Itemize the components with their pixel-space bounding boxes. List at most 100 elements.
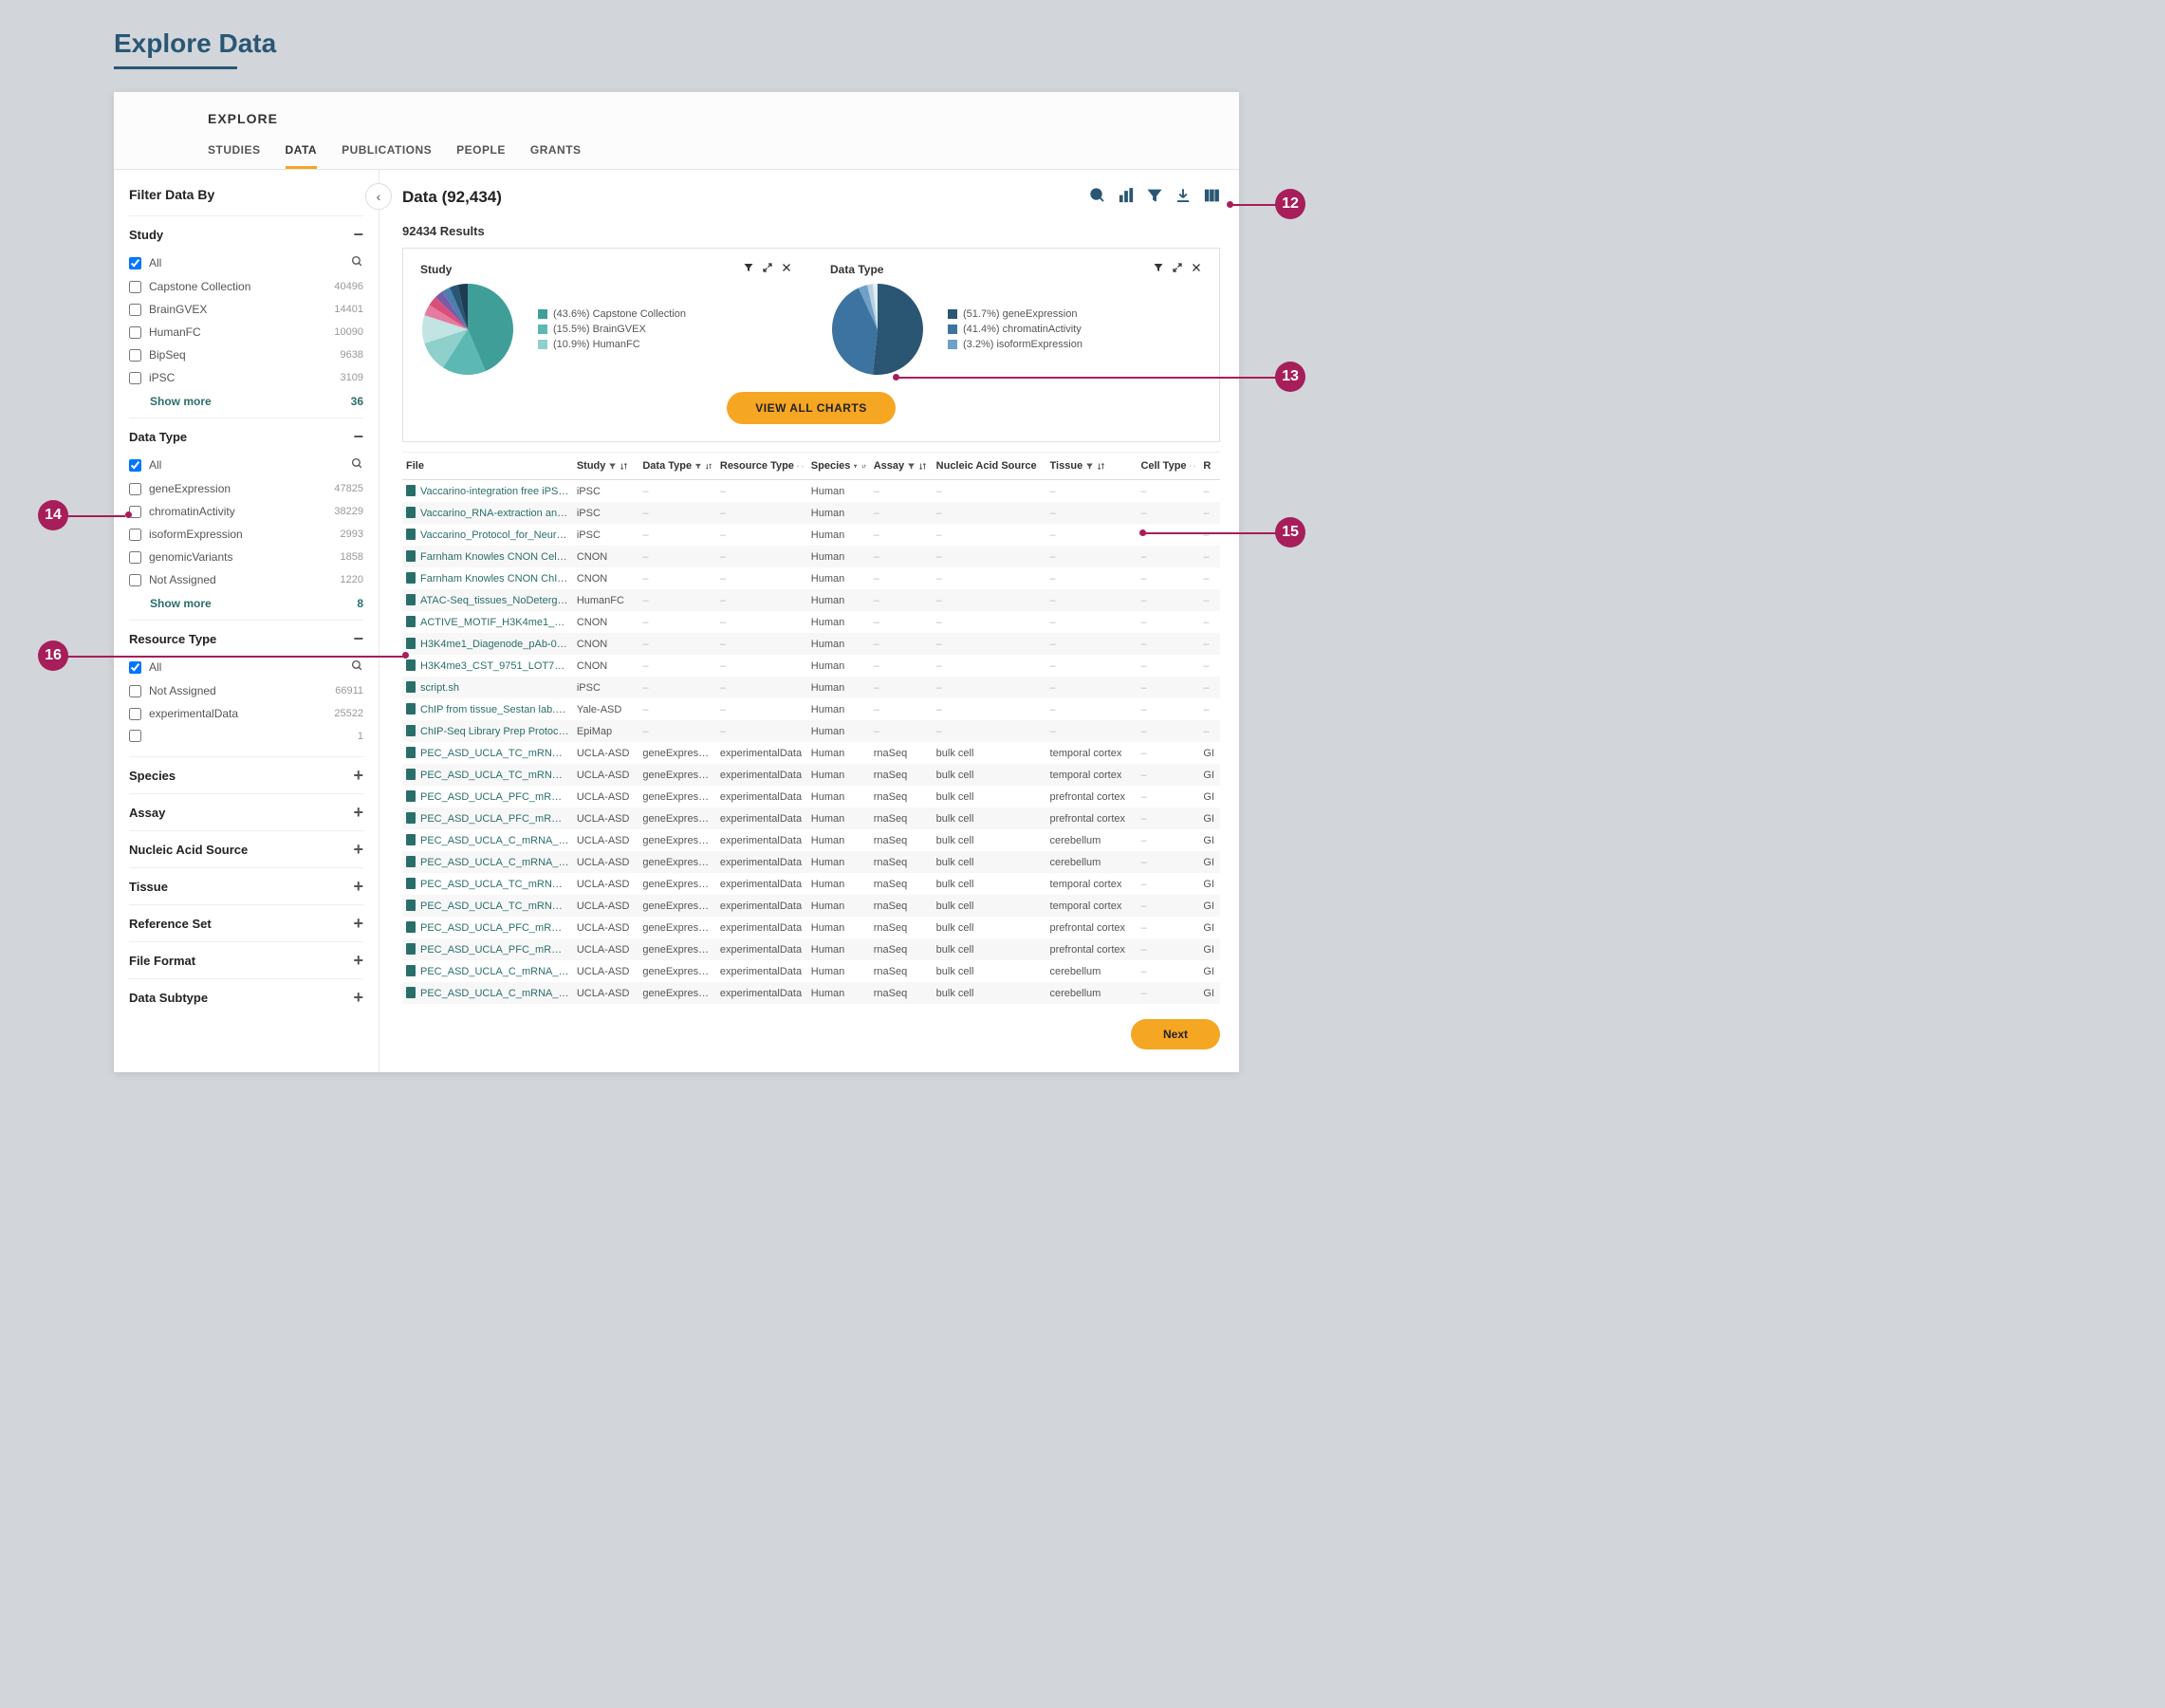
facet-item[interactable]: BipSeq9638 — [129, 343, 363, 366]
facet-item[interactable]: chromatinActivity38229 — [129, 500, 363, 523]
column-header[interactable]: Cell Type — [1137, 453, 1199, 480]
facet-checkbox[interactable] — [129, 281, 141, 293]
filter-icon[interactable] — [1146, 187, 1163, 207]
facet-search-icon[interactable] — [351, 659, 363, 675]
facet-item[interactable]: iPSC3109 — [129, 366, 363, 389]
show-more-link[interactable]: Show more8 — [129, 591, 363, 610]
download-icon[interactable] — [1175, 187, 1192, 207]
file-cell[interactable]: Vaccarino_Protocol_for_Neural_Di... — [402, 524, 573, 546]
facet-checkbox[interactable] — [129, 685, 141, 697]
facet-item[interactable]: experimentalData25522 — [129, 702, 363, 725]
table-row[interactable]: H3K4me1_Diagenode_pAb-037-5...CNON––Huma… — [402, 633, 1220, 655]
column-header[interactable]: Tissue — [1046, 453, 1138, 480]
file-cell[interactable]: H3K4me1_Diagenode_pAb-037-5... — [402, 633, 573, 655]
facet-header[interactable]: Data Subtype+ — [129, 989, 363, 1006]
file-cell[interactable]: PEC_ASD_UCLA_PFC_mRNA_HiSe... — [402, 938, 573, 960]
facet-checkbox[interactable] — [129, 574, 141, 586]
chart-filter-icon[interactable] — [743, 262, 754, 276]
facet-item[interactable]: HumanFC10090 — [129, 321, 363, 343]
table-row[interactable]: Vaccarino-integration free iPSC pr...iPS… — [402, 480, 1220, 503]
table-row[interactable]: ChIP-Seq Library Prep Protocol_Ak...EpiM… — [402, 720, 1220, 742]
chart-expand-icon[interactable] — [1172, 262, 1183, 276]
file-cell[interactable]: Vaccarino-integration free iPSC pr... — [402, 480, 573, 503]
file-cell[interactable]: PEC_ASD_UCLA_C_mRNA_HiSeq2... — [402, 960, 573, 982]
chart-close-icon[interactable] — [1191, 262, 1202, 276]
table-row[interactable]: Farnham Knowles CNON ChIP-seq...CNON––Hu… — [402, 567, 1220, 589]
table-row[interactable]: ACTIVE_MOTIF_H3K4me1_39297...CNON––Human… — [402, 611, 1220, 633]
tab-data[interactable]: DATA — [286, 143, 318, 169]
table-row[interactable]: PEC_ASD_UCLA_PFC_mRNA_HiSe...UCLA-ASDgen… — [402, 786, 1220, 808]
table-row[interactable]: PEC_ASD_UCLA_C_mRNA_HiSeq2...UCLA-ASDgen… — [402, 982, 1220, 1004]
table-row[interactable]: PEC_ASD_UCLA_PFC_mRNA_HiSe...UCLA-ASDgen… — [402, 808, 1220, 829]
tab-people[interactable]: PEOPLE — [456, 143, 506, 169]
table-row[interactable]: PEC_ASD_UCLA_C_mRNA_HiSeq2...UCLA-ASDgen… — [402, 829, 1220, 851]
table-row[interactable]: H3K4me3_CST_9751_LOT7_Psych...CNON––Huma… — [402, 655, 1220, 677]
facet-header[interactable]: Tissue+ — [129, 878, 363, 895]
facet-item[interactable]: geneExpression47825 — [129, 477, 363, 500]
facet-header[interactable]: File Format+ — [129, 952, 363, 969]
column-header[interactable]: Study — [573, 453, 639, 480]
column-header[interactable]: File — [402, 453, 573, 480]
chart-icon[interactable] — [1118, 187, 1135, 207]
file-cell[interactable]: PEC_ASD_UCLA_TC_mRNA_HiSeq... — [402, 873, 573, 895]
table-row[interactable]: PEC_ASD_UCLA_TC_mRNA_HiSeq...UCLA-ASDgen… — [402, 764, 1220, 786]
tab-studies[interactable]: STUDIES — [208, 143, 261, 169]
view-all-charts-button[interactable]: VIEW ALL CHARTS — [727, 392, 896, 424]
file-cell[interactable]: PEC_ASD_UCLA_C_mRNA_HiSeq2... — [402, 829, 573, 851]
facet-header[interactable]: Reference Set+ — [129, 915, 363, 932]
chart-close-icon[interactable] — [781, 262, 792, 276]
chart-expand-icon[interactable] — [762, 262, 773, 276]
facet-item[interactable]: BrainGVEX14401 — [129, 298, 363, 321]
file-cell[interactable]: ACTIVE_MOTIF_H3K4me1_39297... — [402, 611, 573, 633]
table-row[interactable]: PEC_ASD_UCLA_PFC_mRNA_HiSe...UCLA-ASDgen… — [402, 917, 1220, 938]
table-row[interactable]: ATAC-Seq_tissues_NoDetergent_C...HumanFC… — [402, 589, 1220, 611]
file-cell[interactable]: ChIP from tissue_Sestan lab.pdf — [402, 698, 573, 720]
facet-checkbox[interactable] — [129, 730, 141, 742]
facet-item[interactable]: 1 — [129, 725, 363, 747]
table-row[interactable]: PEC_ASD_UCLA_C_mRNA_HiSeq2...UCLA-ASDgen… — [402, 960, 1220, 982]
facet-header[interactable]: Nucleic Acid Source+ — [129, 841, 363, 858]
facet-search-icon[interactable] — [351, 255, 363, 270]
facet-header[interactable]: Data Type− — [129, 428, 363, 445]
facet-checkbox[interactable] — [129, 551, 141, 564]
table-row[interactable]: PEC_ASD_UCLA_C_mRNA_HiSeq2...UCLA-ASDgen… — [402, 851, 1220, 873]
table-row[interactable]: PEC_ASD_UCLA_PFC_mRNA_HiSe...UCLA-ASDgen… — [402, 938, 1220, 960]
facet-checkbox[interactable] — [129, 708, 141, 720]
facet-header[interactable]: Study− — [129, 226, 363, 243]
facet-checkbox[interactable] — [129, 304, 141, 316]
facet-item[interactable]: isoformExpression2993 — [129, 523, 363, 546]
column-header[interactable]: Data Type — [638, 453, 716, 480]
file-cell[interactable]: PEC_ASD_UCLA_PFC_mRNA_HiSe... — [402, 917, 573, 938]
file-cell[interactable]: PEC_ASD_UCLA_TC_mRNA_HiSeq... — [402, 895, 573, 917]
column-header[interactable]: Resource Type — [716, 453, 807, 480]
column-header[interactable]: Nucleic Acid Source — [933, 453, 1046, 480]
tab-publications[interactable]: PUBLICATIONS — [342, 143, 432, 169]
table-row[interactable]: PEC_ASD_UCLA_TC_mRNA_HiSeq...UCLA-ASDgen… — [402, 895, 1220, 917]
collapse-sidebar-button[interactable]: ‹ — [365, 183, 392, 210]
facet-header[interactable]: Species+ — [129, 767, 363, 784]
facet-all-checkbox[interactable] — [129, 459, 141, 472]
columns-icon[interactable] — [1203, 187, 1220, 207]
file-cell[interactable]: H3K4me3_CST_9751_LOT7_Psych... — [402, 655, 573, 677]
facet-header[interactable]: Resource Type− — [129, 630, 363, 647]
table-row[interactable]: Vaccarino_Protocol_for_Neural_Di...iPSC–… — [402, 524, 1220, 546]
column-header[interactable]: R — [1199, 453, 1220, 480]
facet-all-checkbox[interactable] — [129, 661, 141, 674]
table-row[interactable]: script.shiPSC––Human––––– — [402, 677, 1220, 698]
tab-grants[interactable]: GRANTS — [530, 143, 582, 169]
facet-item[interactable]: Capstone Collection40496 — [129, 275, 363, 298]
table-row[interactable]: ChIP from tissue_Sestan lab.pdfYale-ASD–… — [402, 698, 1220, 720]
facet-header[interactable]: Assay+ — [129, 804, 363, 821]
file-cell[interactable]: PEC_ASD_UCLA_TC_mRNA_HiSeq... — [402, 764, 573, 786]
file-cell[interactable]: Farnham Knowles CNON Cell Cult... — [402, 546, 573, 567]
facet-item[interactable]: Not Assigned66911 — [129, 679, 363, 702]
facet-checkbox[interactable] — [129, 349, 141, 362]
column-header[interactable]: Species — [807, 453, 870, 480]
file-cell[interactable]: PEC_ASD_UCLA_PFC_mRNA_HiSe... — [402, 786, 573, 808]
facet-checkbox[interactable] — [129, 326, 141, 339]
facet-checkbox[interactable] — [129, 372, 141, 384]
file-cell[interactable]: PEC_ASD_UCLA_TC_mRNA_HiSeq... — [402, 742, 573, 764]
file-cell[interactable]: Vaccarino_RNA-extraction and isol... — [402, 502, 573, 524]
column-header[interactable]: Assay — [870, 453, 933, 480]
file-cell[interactable]: Farnham Knowles CNON ChIP-seq... — [402, 567, 573, 589]
